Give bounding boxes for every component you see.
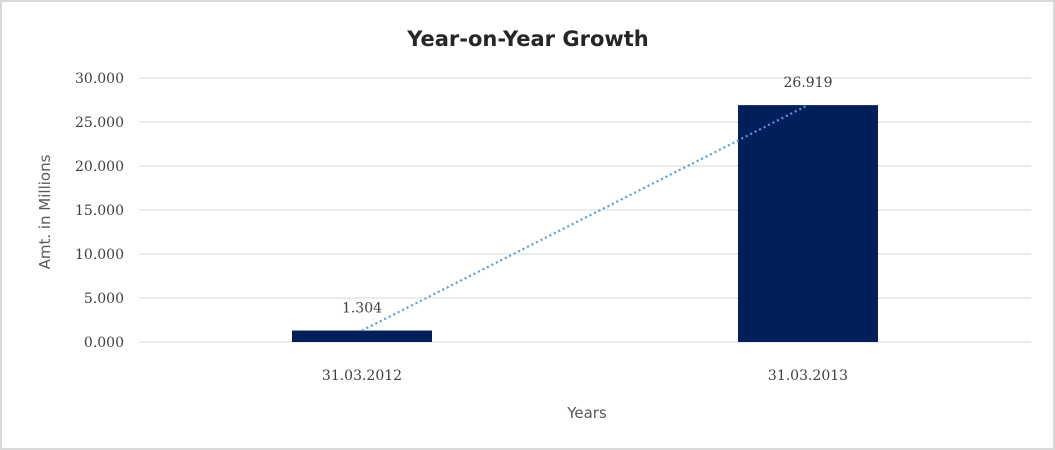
y-tick-label: 25.000 xyxy=(75,115,124,131)
y-tick-label: 30.000 xyxy=(75,71,124,87)
data-label: 1.304 xyxy=(342,301,382,317)
y-tick-label: 5.000 xyxy=(84,291,124,307)
data-label: 26.919 xyxy=(784,75,833,91)
y-tick-label: 15.000 xyxy=(75,203,124,219)
bar xyxy=(292,330,432,342)
y-tick-label: 10.000 xyxy=(75,247,124,263)
x-tick-label: 31.03.2012 xyxy=(322,368,402,384)
y-axis-label: Amt. in Millions xyxy=(36,154,54,269)
trendline xyxy=(361,104,809,332)
chart-title: Year-on-Year Growth xyxy=(406,27,649,51)
bar xyxy=(738,105,878,343)
x-axis-label: Years xyxy=(566,404,607,422)
y-tick-label: 0.000 xyxy=(84,335,124,351)
x-tick-label: 31.03.2013 xyxy=(768,368,848,384)
y-tick-label: 20.000 xyxy=(75,159,124,175)
